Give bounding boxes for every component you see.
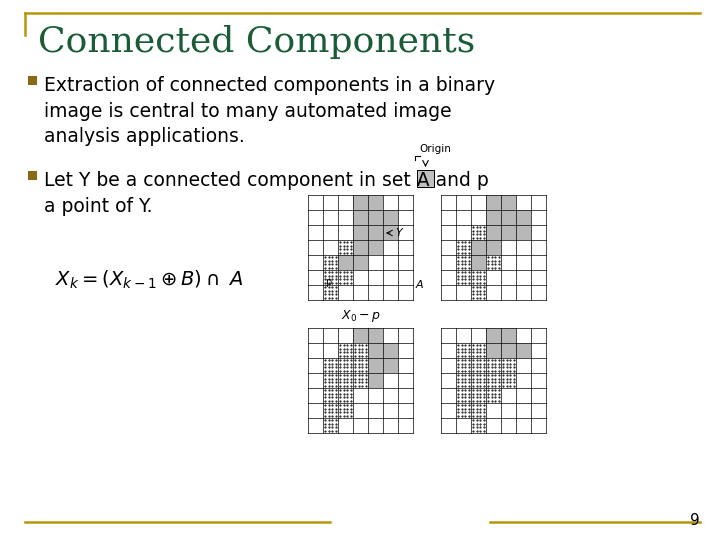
Bar [353,195,368,210]
Bar [368,225,383,240]
Bar [28,171,37,180]
Bar [471,373,486,388]
Bar [353,343,368,358]
Bar [471,343,486,358]
Bar [353,240,368,255]
Bar [368,240,383,255]
Bar [417,170,434,187]
Bar [368,210,383,225]
Bar [383,358,398,373]
Bar [486,255,501,270]
Bar [456,373,471,388]
Bar [516,225,531,240]
Bar [353,210,368,225]
Bar [353,373,368,388]
Bar [501,343,516,358]
Bar [471,225,486,240]
Bar [471,388,486,403]
Text: A: A [416,280,423,290]
Bar [338,270,353,285]
Bar [471,255,486,270]
Bar [383,343,398,358]
Bar [368,373,383,388]
Bar [368,195,383,210]
Bar [353,225,368,240]
Bar [486,358,501,373]
Bar [338,373,353,388]
Bar [486,388,501,403]
Text: Connected Components: Connected Components [38,25,475,59]
Bar [501,225,516,240]
Bar [471,358,486,373]
Bar [353,358,368,373]
Text: Extraction of connected components in a binary
image is central to many automate: Extraction of connected components in a … [44,76,495,146]
Bar [368,343,383,358]
Bar [471,240,486,255]
Bar [353,328,368,343]
Bar [338,270,353,285]
Bar [486,328,501,343]
Text: Y: Y [395,228,402,238]
Bar [486,343,501,358]
Bar [456,255,471,270]
Bar [471,270,486,285]
Bar [353,255,368,270]
Bar [501,358,516,373]
Bar [338,388,353,403]
Bar [28,76,37,85]
Bar [338,343,353,358]
Bar [456,358,471,373]
Bar [516,210,531,225]
Bar [323,255,338,270]
Bar [353,343,368,358]
Bar [456,270,471,285]
Bar [486,240,501,255]
Bar [323,270,338,285]
Bar [486,210,501,225]
Bar [323,418,338,433]
Bar [368,358,383,373]
Bar [486,195,501,210]
Bar [486,225,501,240]
Bar [486,373,501,388]
Bar [323,388,338,403]
Bar [338,358,353,373]
Bar [501,210,516,225]
Bar [338,255,353,270]
Bar [383,210,398,225]
Bar [323,358,338,373]
Bar [338,240,353,255]
Bar [383,225,398,240]
Text: Let Y be a connected component in set A and p
a point of Y.: Let Y be a connected component in set A … [44,171,489,216]
Bar [501,195,516,210]
Bar [456,343,471,358]
Bar [471,418,486,433]
Bar [323,285,338,300]
Text: Origin: Origin [419,144,451,154]
Bar [471,285,486,300]
Bar [323,373,338,388]
Text: $X_0 - p$: $X_0 - p$ [341,308,380,324]
Bar [456,240,471,255]
Bar [338,403,353,418]
Bar [516,343,531,358]
Text: p: p [325,277,331,287]
Bar [323,403,338,418]
Bar [501,373,516,388]
Bar [368,328,383,343]
Bar [456,388,471,403]
Bar [501,328,516,343]
Text: $X_k = (X_{k-1} \oplus B) \cap\ A$: $X_k = (X_{k-1} \oplus B) \cap\ A$ [55,269,243,291]
Text: 9: 9 [690,513,700,528]
Bar [471,403,486,418]
Bar [456,403,471,418]
